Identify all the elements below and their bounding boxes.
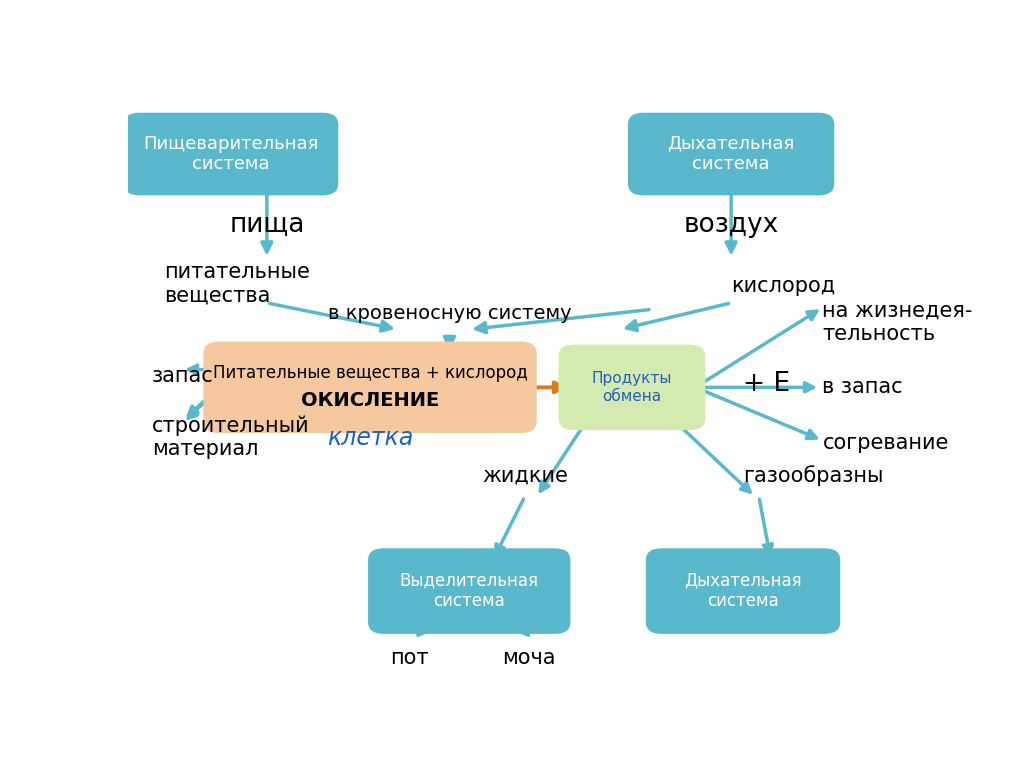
Text: + E: + E xyxy=(743,371,791,397)
Text: строительный
материал: строительный материал xyxy=(152,416,309,459)
FancyBboxPatch shape xyxy=(558,344,706,430)
Text: согревание: согревание xyxy=(822,433,949,453)
Text: Выделительная
система: Выделительная система xyxy=(399,571,539,611)
FancyBboxPatch shape xyxy=(628,113,835,196)
Text: газообразны: газообразны xyxy=(743,466,884,486)
FancyBboxPatch shape xyxy=(124,113,338,196)
Text: запас: запас xyxy=(152,366,214,386)
Text: пища: пища xyxy=(229,212,304,238)
FancyBboxPatch shape xyxy=(368,548,570,634)
FancyBboxPatch shape xyxy=(646,548,841,634)
Text: Питательные вещества + кислород: Питательные вещества + кислород xyxy=(213,364,527,381)
Text: Пищеварительная
система: Пищеварительная система xyxy=(143,135,318,173)
Text: пот: пот xyxy=(390,648,429,668)
Text: на жизнедея-
тельность: на жизнедея- тельность xyxy=(822,301,973,344)
Text: моча: моча xyxy=(502,648,555,668)
Text: Дыхательная
система: Дыхательная система xyxy=(668,135,795,173)
Text: питательные
вещества: питательные вещества xyxy=(164,262,309,305)
FancyBboxPatch shape xyxy=(204,341,537,433)
Text: клетка: клетка xyxy=(327,426,414,449)
Text: в запас: в запас xyxy=(822,377,903,397)
Text: кислород: кислород xyxy=(731,276,836,296)
Text: Продукты
обмена: Продукты обмена xyxy=(592,371,672,403)
Text: воздух: воздух xyxy=(683,212,779,238)
Text: Дыхательная
система: Дыхательная система xyxy=(684,571,802,611)
Text: в кровеносную систему: в кровеносную систему xyxy=(328,304,571,323)
Text: ОКИСЛЕНИЕ: ОКИСЛЕНИЕ xyxy=(301,391,439,410)
Text: жидкие: жидкие xyxy=(482,466,567,486)
